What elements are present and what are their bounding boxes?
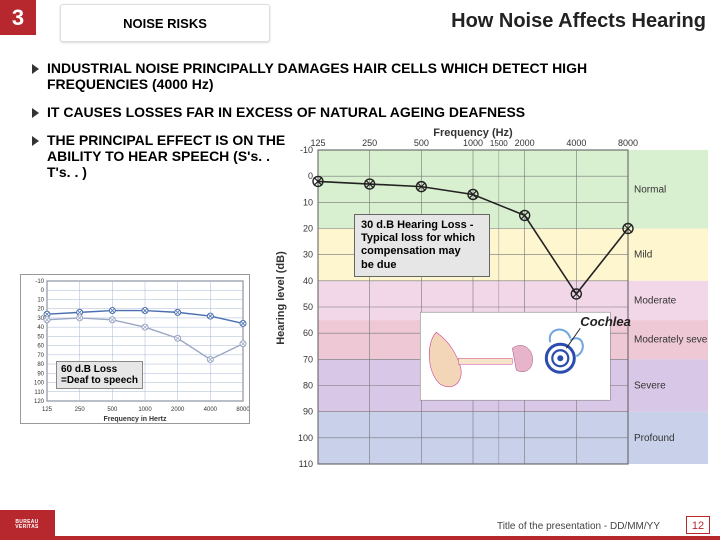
svg-text:Normal: Normal [634,184,666,195]
svg-text:8000: 8000 [618,138,638,148]
svg-text:20: 20 [303,224,313,234]
svg-text:Moderate: Moderate [634,295,677,306]
svg-text:20: 20 [37,307,44,313]
bullet-text: IT CAUSES LOSSES FAR IN EXCESS OF NATURA… [47,104,525,120]
big-chart-overlay: 30 d.B Hearing Loss - Typical loss for w… [354,214,490,277]
small-chart-overlay: 60 d.B Loss =Deaf to speech [56,361,143,389]
footer-text: Title of the presentation - DD/MM/YY [497,521,660,532]
bullet-text: INDUSTRIAL NOISE PRINCIPALLY DAMAGES HAI… [47,60,587,92]
slide-title: How Noise Affects Hearing [451,10,706,33]
svg-text:110: 110 [34,390,44,396]
svg-text:10: 10 [37,297,44,303]
section-title: NOISE RISKS [60,4,270,42]
svg-text:Cochlea: Cochlea [580,314,631,329]
svg-text:60: 60 [303,328,313,338]
overlay-line: =Deaf to speech [61,375,138,386]
svg-text:120: 120 [34,399,45,405]
big-audiogram: Normal Mild Moderate Moderately severe Sever… [270,124,708,472]
overlay-line: be due [361,259,396,271]
svg-text:Severe: Severe [634,381,666,392]
svg-text:Moderately severe: Moderately severe [634,335,708,346]
svg-text:0: 0 [308,171,313,181]
bullet-item: INDUSTRIAL NOISE PRINCIPALLY DAMAGES HAI… [32,60,702,92]
svg-text:8000: 8000 [236,407,249,413]
overlay-line: Typical loss for which [361,232,475,244]
page-number: 12 [686,516,710,534]
svg-text:Profound: Profound [634,433,675,444]
overlay-line: 60 d.B Loss [61,364,117,375]
svg-text:-10: -10 [300,145,313,155]
svg-text:90: 90 [37,371,44,377]
bureau-veritas-logo: BUREAU VERITAS [4,512,50,538]
svg-text:90: 90 [303,407,313,417]
svg-text:10: 10 [303,197,313,207]
svg-text:50: 50 [37,334,44,340]
svg-text:40: 40 [303,276,313,286]
overlay-line: compensation may [361,245,461,257]
svg-text:250: 250 [75,407,86,413]
svg-text:Frequency (Hz): Frequency (Hz) [433,127,513,139]
footer-line [55,536,720,540]
arrow-icon [32,64,39,74]
svg-text:70: 70 [303,354,313,364]
svg-text:Frequency in Hertz: Frequency in Hertz [103,416,167,423]
svg-text:110: 110 [299,459,313,469]
svg-text:2000: 2000 [515,138,535,148]
small-audiogram: -10 0 10 20 30 40 50 60 70 80 90 100 110 120 125 250 500… [20,274,250,424]
svg-text:0: 0 [41,288,45,294]
svg-text:4000: 4000 [566,138,586,148]
svg-text:4000: 4000 [204,407,218,413]
svg-text:100: 100 [298,433,313,443]
svg-text:500: 500 [414,138,429,148]
svg-text:-10: -10 [35,279,44,285]
svg-text:40: 40 [37,325,44,331]
svg-text:50: 50 [303,302,313,312]
bullet-item: IT CAUSES LOSSES FAR IN EXCESS OF NATURA… [32,104,702,120]
svg-text:1000: 1000 [463,138,483,148]
svg-text:80: 80 [303,381,313,391]
arrow-icon [32,108,39,118]
svg-text:80: 80 [37,362,44,368]
overlay-line: 30 d.B Hearing Loss - [361,219,473,231]
svg-text:1500: 1500 [490,139,508,148]
svg-text:Mild: Mild [634,250,652,261]
arrow-icon [32,136,39,146]
svg-text:Hearing level (dB): Hearing level (dB) [275,251,287,345]
svg-text:2000: 2000 [171,407,185,413]
svg-text:125: 125 [42,407,53,413]
svg-text:60: 60 [37,344,44,350]
svg-text:70: 70 [37,353,44,359]
svg-text:1000: 1000 [138,407,152,413]
svg-text:30: 30 [303,250,313,260]
footer: BUREAU VERITAS Title of the presentation… [0,510,720,540]
svg-text:100: 100 [34,381,45,387]
slide-number: 3 [0,0,36,35]
svg-text:250: 250 [362,138,377,148]
svg-text:500: 500 [107,407,118,413]
svg-text:30: 30 [37,316,44,322]
